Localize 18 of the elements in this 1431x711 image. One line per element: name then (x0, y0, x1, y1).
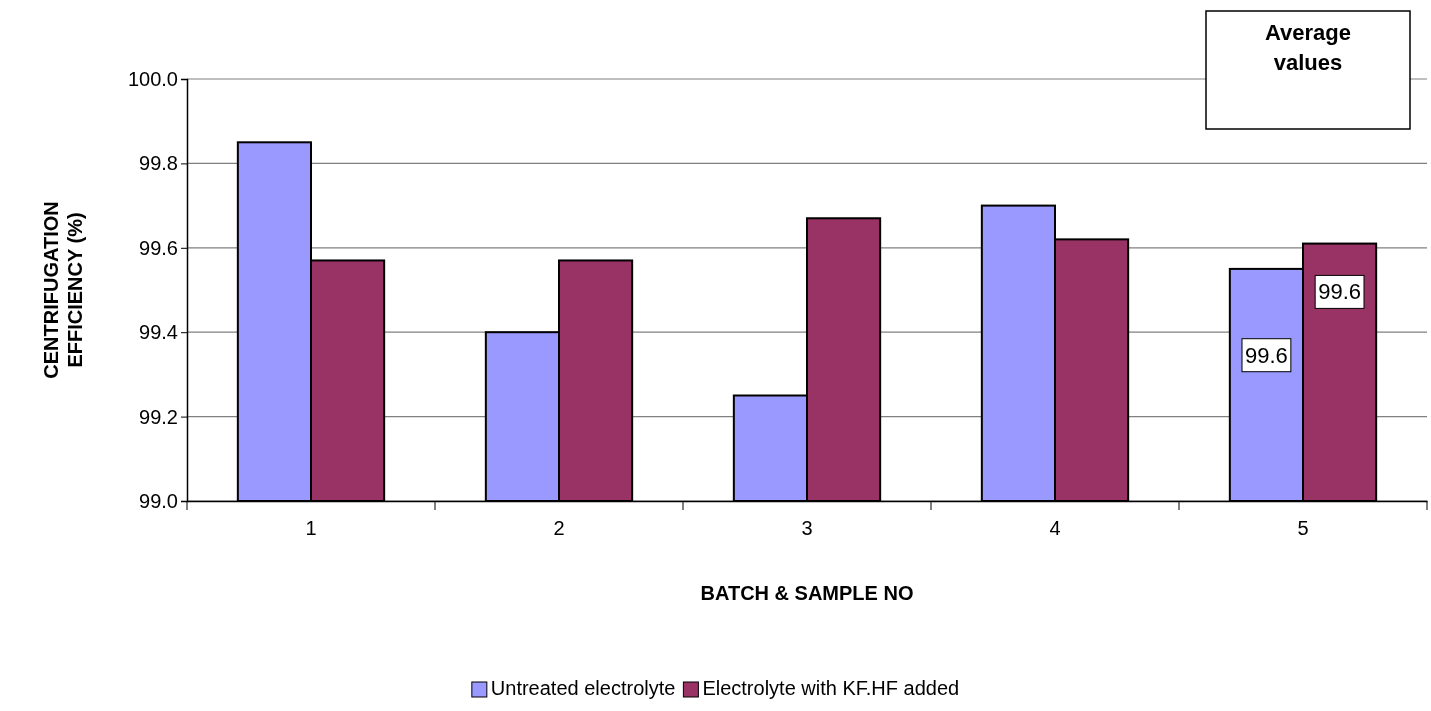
y-tick-label: 100.0 (127, 67, 178, 90)
y-tick-label: 99.8 (139, 152, 178, 175)
x-tick-label: 1 (305, 517, 317, 540)
data-label: 99.6 (1245, 342, 1288, 368)
data-label: 99.6 (1318, 279, 1361, 305)
y-tick-label: 99.2 (139, 405, 178, 428)
x-tick-label: 3 (801, 517, 813, 540)
legend-label: Untreated electrolyte (490, 677, 676, 700)
legend-label: Electrolyte with KF.HF added (702, 677, 960, 700)
x-tick-label: 4 (1049, 517, 1061, 540)
y-tick-label: 99.0 (139, 489, 178, 512)
y-tick-label: 99.6 (139, 236, 178, 259)
y-axis-title: CENTRIFUGATION EFFICIENCY (%) (40, 201, 86, 379)
x-axis-title: BATCH & SAMPLE NO (700, 582, 914, 604)
y-tick-label: 99.4 (139, 321, 178, 344)
x-tick-label: 5 (1297, 517, 1309, 540)
x-tick-label: 2 (553, 517, 565, 540)
text-box: Average values (1205, 10, 1411, 130)
